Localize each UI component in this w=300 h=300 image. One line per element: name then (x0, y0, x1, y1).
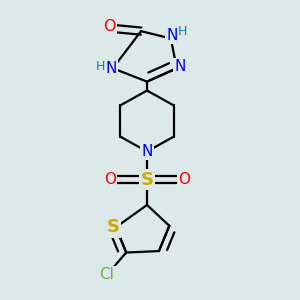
Text: O: O (103, 19, 116, 34)
Text: Cl: Cl (100, 267, 114, 282)
Text: N: N (175, 59, 186, 74)
Text: S: S (106, 218, 119, 236)
Text: H: H (96, 60, 105, 73)
Text: O: O (178, 172, 190, 187)
Text: S: S (140, 171, 154, 189)
Text: O: O (104, 172, 116, 187)
Text: N: N (141, 144, 153, 159)
Text: N: N (106, 61, 117, 76)
Text: N: N (167, 28, 178, 43)
Text: H: H (178, 25, 188, 38)
